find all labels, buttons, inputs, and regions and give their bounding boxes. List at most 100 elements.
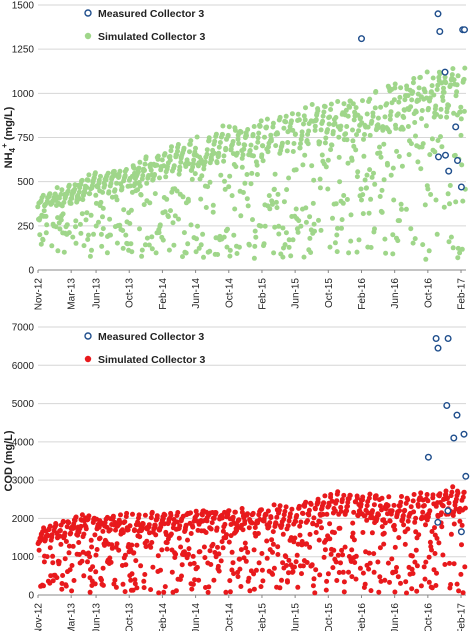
simulated-point bbox=[433, 583, 439, 588]
simulated-point bbox=[426, 248, 432, 254]
simulated-point bbox=[317, 519, 323, 525]
simulated-point bbox=[432, 551, 438, 556]
simulated-point bbox=[387, 112, 393, 118]
simulated-point bbox=[350, 127, 355, 133]
simulated-point bbox=[264, 538, 270, 544]
measured-point bbox=[435, 153, 443, 161]
simulated-point bbox=[368, 588, 374, 594]
simulated-point bbox=[177, 523, 183, 529]
legend: Measured Collector 3 Simulated Collector … bbox=[84, 8, 206, 43]
simulated-point bbox=[323, 135, 329, 141]
simulated-point bbox=[66, 182, 72, 188]
simulated-point bbox=[455, 490, 461, 496]
simulated-point bbox=[298, 136, 304, 142]
simulated-point bbox=[427, 539, 433, 545]
simulated-point bbox=[420, 242, 426, 248]
simulated-point bbox=[437, 71, 443, 77]
simulated-point bbox=[371, 502, 377, 508]
simulated-point bbox=[147, 200, 153, 206]
simulated-point bbox=[277, 114, 283, 120]
simulated-point bbox=[367, 167, 373, 173]
simulated-point bbox=[369, 530, 375, 536]
simulated-point bbox=[450, 66, 456, 72]
simulated-point bbox=[406, 152, 412, 158]
simulated-point bbox=[347, 104, 353, 110]
simulated-point bbox=[89, 544, 95, 550]
simulated-point bbox=[391, 197, 397, 203]
simulated-point bbox=[396, 535, 402, 541]
simulated-point bbox=[236, 517, 242, 523]
simulated-point bbox=[301, 254, 307, 260]
simulated-point bbox=[123, 232, 129, 238]
measured-point bbox=[460, 430, 468, 438]
simulated-point bbox=[227, 173, 233, 179]
simulated-point bbox=[146, 242, 152, 248]
simulated-point bbox=[222, 186, 228, 192]
simulated-point bbox=[317, 572, 323, 578]
simulated-point bbox=[430, 492, 436, 498]
simulated-point bbox=[237, 566, 243, 572]
simulated-point bbox=[218, 172, 224, 178]
simulated-point bbox=[412, 559, 418, 565]
simulated-point bbox=[308, 250, 314, 255]
simulated-point bbox=[179, 562, 185, 568]
simulated-point bbox=[333, 559, 339, 565]
simulated-point bbox=[399, 163, 405, 169]
simulated-point bbox=[377, 574, 383, 580]
simulated-point bbox=[146, 522, 152, 528]
simulated-point bbox=[424, 492, 430, 497]
simulated-point bbox=[451, 110, 457, 116]
simulated-point bbox=[434, 112, 440, 117]
simulated-point bbox=[283, 113, 289, 119]
simulated-point bbox=[89, 247, 94, 253]
legend-measured-marker bbox=[84, 332, 92, 340]
simulated-point bbox=[83, 526, 89, 532]
simulated-point bbox=[170, 220, 176, 226]
simulated-point bbox=[353, 147, 359, 153]
simulated-point bbox=[268, 132, 274, 138]
simulated-point bbox=[360, 192, 366, 198]
simulated-point bbox=[297, 532, 303, 538]
simulated-point bbox=[141, 585, 147, 591]
simulated-point bbox=[80, 197, 86, 203]
simulated-point bbox=[457, 518, 463, 524]
y-tick-label: 750 bbox=[17, 133, 34, 144]
simulated-point bbox=[192, 577, 198, 583]
simulated-point bbox=[190, 581, 196, 587]
simulated-point bbox=[259, 152, 265, 158]
simulated-point bbox=[155, 553, 161, 559]
simulated-point bbox=[85, 177, 91, 183]
simulated-point bbox=[161, 163, 167, 169]
simulated-point bbox=[311, 515, 317, 521]
simulated-point bbox=[202, 555, 208, 561]
simulated-point bbox=[395, 574, 401, 580]
simulated-point bbox=[371, 170, 376, 176]
simulated-point bbox=[385, 560, 391, 566]
simulated-point bbox=[350, 530, 356, 536]
simulated-point bbox=[165, 214, 171, 220]
simulated-point bbox=[59, 586, 65, 592]
simulated-point bbox=[273, 199, 279, 205]
simulated-point bbox=[270, 549, 275, 555]
simulated-point bbox=[253, 145, 259, 151]
simulated-point bbox=[381, 530, 387, 536]
simulated-point bbox=[137, 226, 142, 232]
simulated-point bbox=[258, 118, 264, 124]
simulated-point bbox=[191, 157, 197, 163]
measured-point bbox=[434, 10, 442, 18]
simulated-point bbox=[168, 148, 174, 154]
simulated-point bbox=[214, 525, 220, 531]
simulated-point bbox=[289, 111, 295, 117]
simulated-point bbox=[220, 123, 226, 129]
x-tick-label: Oct-14 bbox=[224, 278, 235, 308]
simulated-point bbox=[408, 104, 414, 110]
simulated-point bbox=[313, 567, 319, 573]
simulated-point bbox=[345, 160, 351, 166]
simulated-point bbox=[413, 133, 418, 139]
simulated-point bbox=[168, 531, 174, 537]
simulated-point bbox=[446, 103, 452, 108]
simulated-point bbox=[375, 559, 381, 565]
simulated-point bbox=[66, 543, 72, 549]
simulated-point bbox=[442, 74, 448, 80]
simulated-point bbox=[458, 104, 464, 110]
